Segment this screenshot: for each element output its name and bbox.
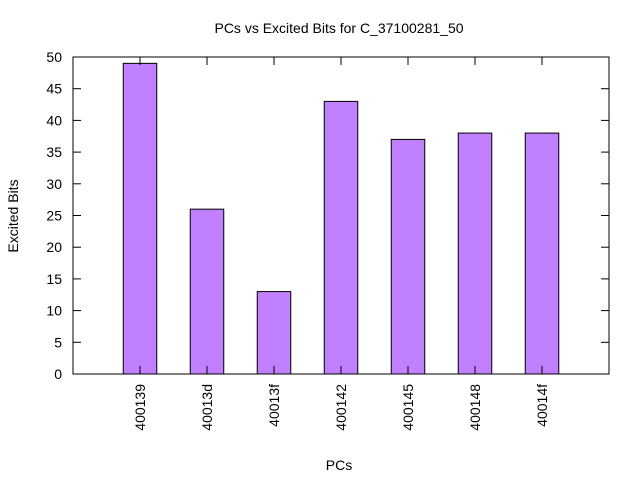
x-axis-label: PCs [326,457,352,473]
bars-group [122,62,560,375]
x-ticks-group: 400139 40013d 40013f 400142 400145 400148 4001… [132,57,550,431]
x-tick-label-400148: 400148 [467,384,483,431]
y-tick-label: 0 [54,366,62,382]
bar-400148 [457,132,493,375]
y-tick-label: 20 [46,239,62,255]
y-tick-label: 40 [46,112,62,128]
y-tick-label: 25 [46,208,62,224]
x-tick-label-40013f: 40013f [266,384,282,427]
y-axis-label: Excited Bits [5,179,21,252]
x-tick-label-400142: 400142 [333,384,349,431]
y-tick-label: 45 [46,81,62,97]
x-tick-label-40014f: 40014f [534,384,550,427]
y-tick-label: 15 [46,271,62,287]
bar-400145 [390,138,426,375]
y-tick-label: 50 [46,49,62,65]
y-tick-label: 30 [46,176,62,192]
bar-40014f [524,132,560,375]
x-tick-label-400145: 400145 [400,384,416,431]
bar-400139 [122,62,158,375]
chart-title: PCs vs Excited Bits for C_37100281_50 [214,20,463,36]
y-ticks-group: 0 5 10 15 20 25 30 35 40 45 50 [46,49,609,382]
y-tick-label: 35 [46,144,62,160]
x-tick-label-400139: 400139 [132,384,148,431]
x-tick-label-40013d: 40013d [199,384,215,431]
bar-400142 [323,100,359,375]
y-tick-label: 10 [46,303,62,319]
bar-40013f [256,291,292,375]
bar-40013d [189,208,225,375]
y-tick-label: 5 [54,334,62,350]
plot-frame [72,56,610,375]
